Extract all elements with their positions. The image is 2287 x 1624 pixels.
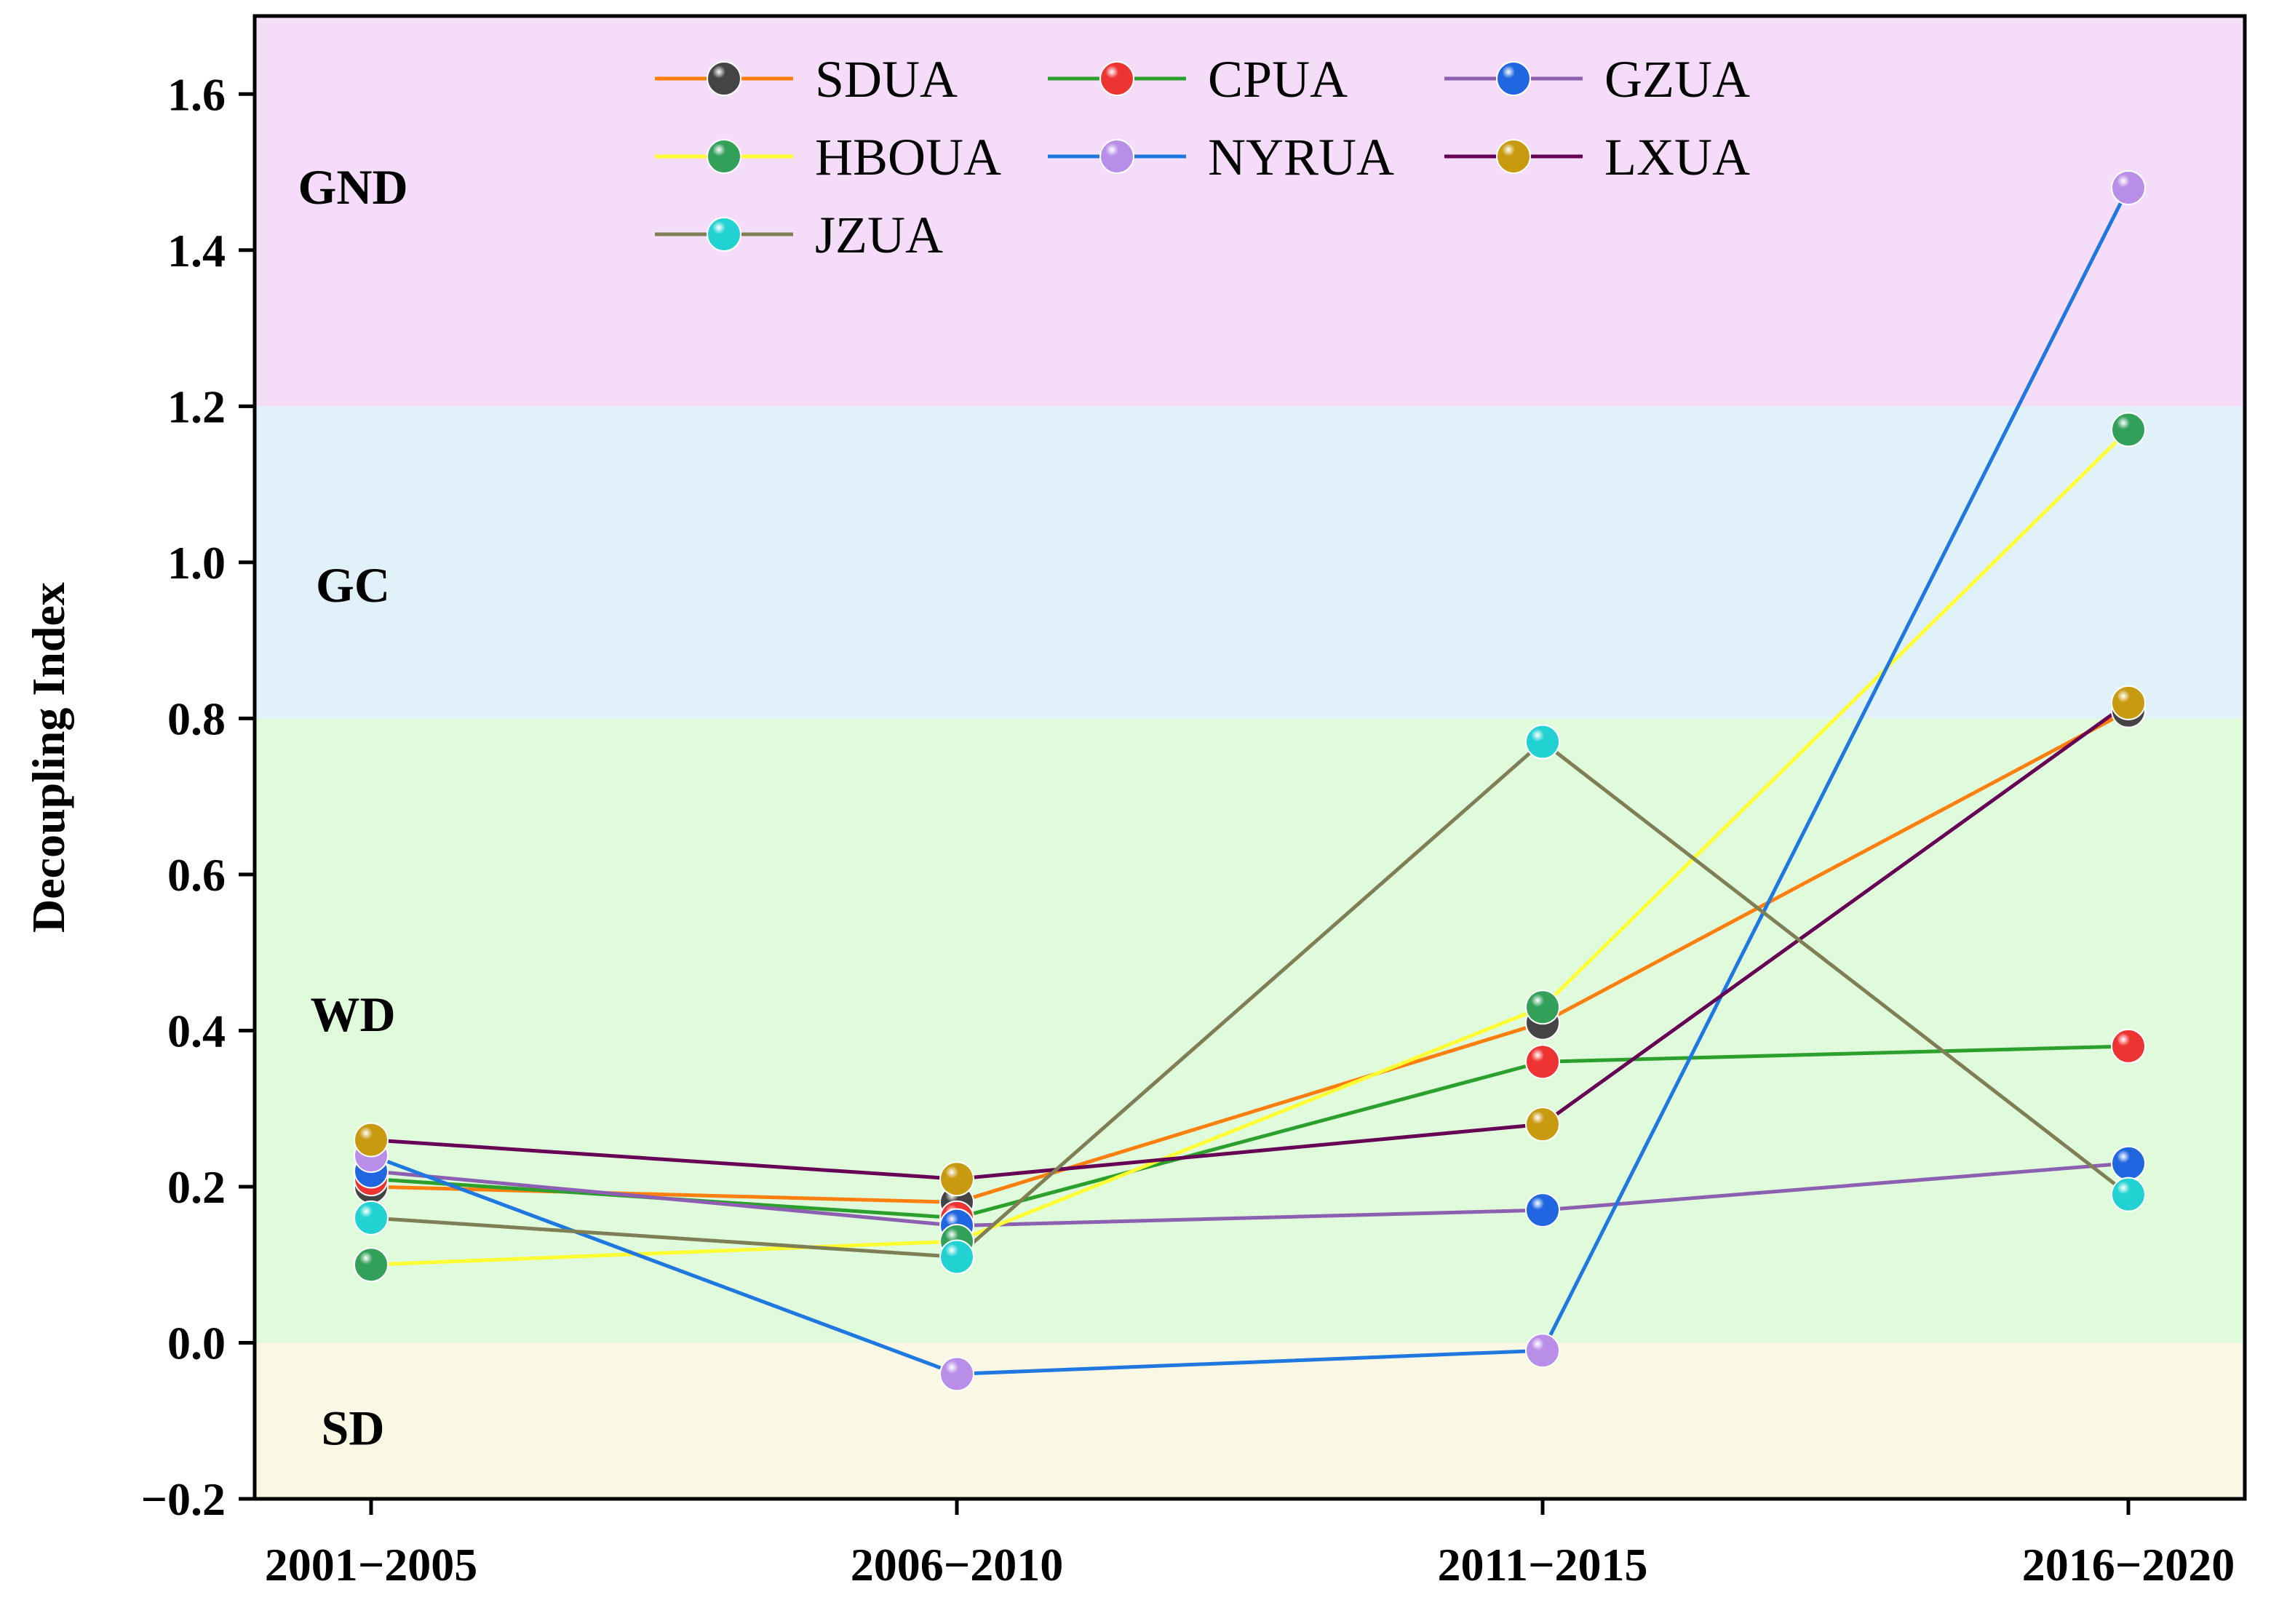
y-tick-label: 0.6 bbox=[167, 849, 226, 901]
series-line-sdua bbox=[370, 709, 2130, 1204]
legend-item-nyrua: NYRUA bbox=[1048, 128, 1394, 186]
data-point-lxua bbox=[354, 1122, 389, 1158]
y-tick-label: 0.8 bbox=[167, 693, 226, 744]
data-point-jzua bbox=[1525, 724, 1560, 760]
y-tick-label: 0.4 bbox=[167, 1005, 226, 1056]
legend-label: NYRUA bbox=[1208, 128, 1394, 186]
y-tick-label: 1.4 bbox=[167, 225, 226, 276]
legend-label: HBOUA bbox=[815, 128, 1001, 186]
data-point-nyrua bbox=[1525, 1333, 1560, 1369]
series-line-jzua bbox=[370, 739, 2130, 1259]
y-tick-label: 1.2 bbox=[167, 381, 226, 432]
data-point-lxua bbox=[1525, 1107, 1560, 1142]
data-point-hboua bbox=[1525, 990, 1560, 1025]
data-point-jzua bbox=[939, 1239, 974, 1275]
data-point-hboua bbox=[354, 1247, 389, 1283]
data-point-cpua bbox=[1525, 1044, 1560, 1080]
legend-item-gzua: GZUA bbox=[1444, 50, 1750, 108]
region-band-gc bbox=[255, 406, 2245, 719]
data-point-nyrua bbox=[2111, 170, 2146, 205]
series-markers bbox=[354, 170, 2146, 1392]
legend: SDUA CPUA GZUA HBOUA NYRUA LXUA JZUA bbox=[655, 50, 1750, 264]
series-line-gzua bbox=[370, 1161, 2129, 1228]
legend-marker bbox=[707, 217, 741, 252]
y-axis: −0.2 0.0 0.2 0.4 0.6 0.8 1.0 1.2 1.4 1.6 bbox=[141, 68, 255, 1525]
series-line-nyrua bbox=[370, 186, 2131, 1376]
legend-label: CPUA bbox=[1208, 50, 1348, 108]
legend-item-lxua: LXUA bbox=[1444, 128, 1750, 186]
data-point-cpua bbox=[2111, 1028, 2146, 1064]
legend-label: SDUA bbox=[815, 50, 958, 108]
data-point-jzua bbox=[2111, 1177, 2146, 1212]
legend-marker bbox=[707, 61, 741, 96]
legend-label: JZUA bbox=[815, 206, 943, 264]
y-tick-label: 0.2 bbox=[167, 1161, 226, 1213]
legend-marker bbox=[1099, 139, 1134, 174]
region-bands bbox=[255, 16, 2245, 1499]
series-line-lxua bbox=[370, 701, 2130, 1181]
x-tick-label: 2011−2015 bbox=[1438, 1539, 1648, 1591]
series-lines bbox=[370, 186, 2131, 1376]
region-label-gc: GC bbox=[316, 557, 390, 613]
y-tick-label: −0.2 bbox=[141, 1473, 226, 1525]
y-tick-label: 1.6 bbox=[167, 68, 226, 120]
data-point-gzua bbox=[1525, 1193, 1560, 1228]
series-line-hboua bbox=[370, 428, 2130, 1267]
region-band-gnd bbox=[255, 16, 2245, 407]
region-labels: SD WD GC GND bbox=[298, 159, 407, 1455]
region-band-wd bbox=[255, 718, 2245, 1343]
data-point-nyrua bbox=[939, 1356, 974, 1392]
legend-label: LXUA bbox=[1604, 128, 1750, 186]
legend-item-hboua: HBOUA bbox=[655, 128, 1001, 186]
plot-frame bbox=[252, 14, 2247, 1501]
legend-item-cpua: CPUA bbox=[1048, 50, 1348, 108]
legend-marker bbox=[707, 139, 741, 174]
data-point-hboua bbox=[2111, 412, 2146, 447]
legend-marker bbox=[1496, 139, 1531, 174]
legend-marker bbox=[1099, 61, 1134, 96]
region-label-sd: SD bbox=[322, 1400, 385, 1455]
region-label-wd: WD bbox=[310, 987, 395, 1042]
x-tick-label: 2016−2020 bbox=[2022, 1539, 2235, 1591]
data-point-jzua bbox=[354, 1200, 389, 1235]
legend-item-sdua: SDUA bbox=[655, 50, 958, 108]
y-tick-label: 1.0 bbox=[167, 537, 226, 589]
legend-marker bbox=[1496, 61, 1531, 96]
legend-item-jzua: JZUA bbox=[655, 206, 943, 264]
x-tick-label: 2006−2010 bbox=[851, 1539, 1063, 1591]
legend-label: GZUA bbox=[1604, 50, 1750, 108]
data-point-gzua bbox=[2111, 1145, 2146, 1181]
y-tick-label: 0.0 bbox=[167, 1317, 226, 1369]
y-axis-label: Decoupling Index bbox=[23, 582, 74, 933]
x-axis: 2001−2005 2006−2010 2011−2015 2016−2020 bbox=[265, 1499, 2235, 1591]
region-band-sd bbox=[255, 1342, 2245, 1499]
data-point-lxua bbox=[939, 1161, 974, 1197]
region-label-gnd: GND bbox=[298, 159, 407, 215]
data-point-lxua bbox=[2111, 685, 2146, 720]
x-tick-label: 2001−2005 bbox=[265, 1539, 477, 1591]
